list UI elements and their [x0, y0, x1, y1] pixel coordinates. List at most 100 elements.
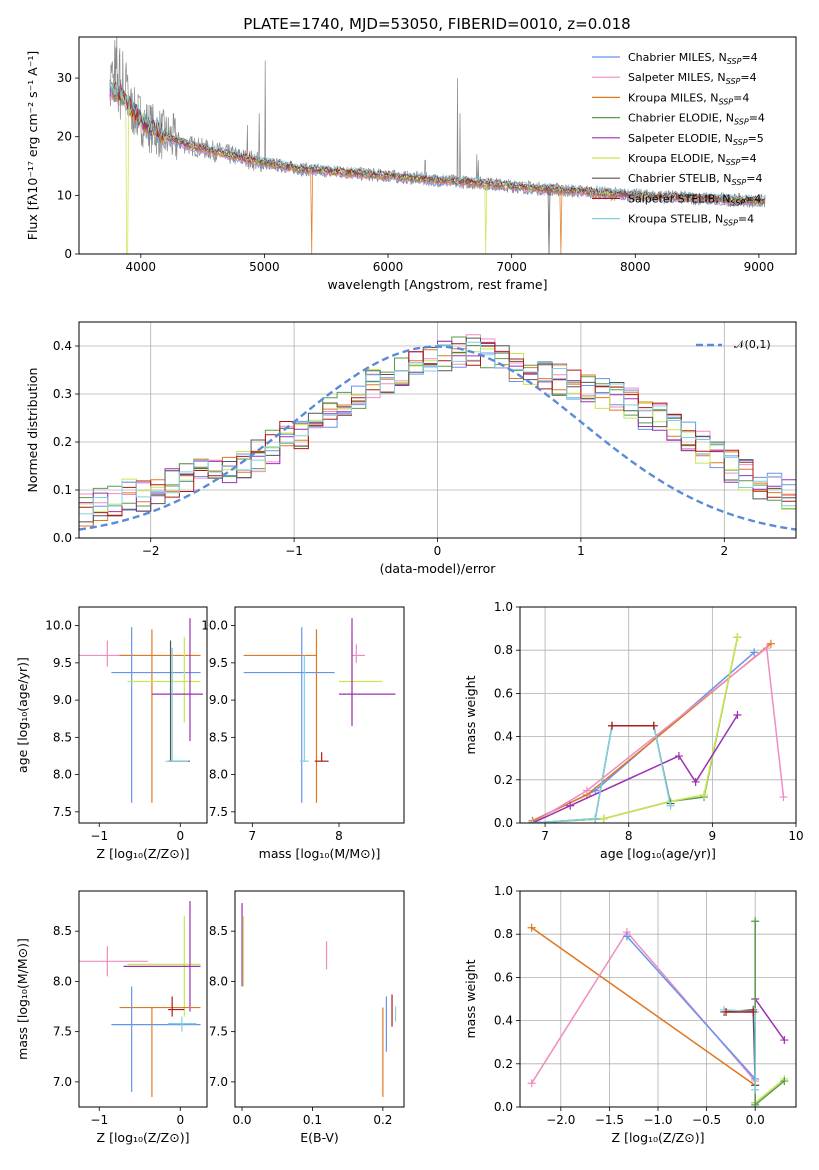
y-tick-label: 0.2: [53, 435, 72, 449]
x-axis-label: Z [log₁₀(Z/Z⊙)]: [97, 1130, 190, 1145]
x-tick-label: 10: [788, 829, 803, 843]
x-axis-label: Z [log₁₀(Z/Z⊙)]: [97, 846, 190, 861]
data-residuals: [79, 334, 796, 531]
y-tick-label: 8.0: [53, 974, 72, 988]
legend-sub: SSP: [723, 219, 738, 228]
mass-weight-series: [531, 927, 756, 1087]
mass-weight-point: [608, 721, 616, 730]
legend-tail: =4: [746, 172, 762, 185]
mass-weight-point: [749, 1007, 758, 1016]
figure-title: PLATE=1740, MJD=53050, FIBERID=0010, z=0…: [243, 15, 630, 33]
mass-weight-point: [527, 923, 536, 932]
data-spectrum: [109, 37, 766, 254]
y-tick-label: 0.0: [494, 816, 513, 830]
axes-frame: [519, 606, 797, 824]
mass-weight-point: [622, 932, 631, 941]
axes-frame: [78, 321, 797, 539]
mass-weight-series: [532, 646, 785, 823]
legend-entry: Salpeter STELIB, NSSP=4: [628, 192, 761, 207]
panel-mass_weight_vs_age: [516, 606, 797, 827]
y-tick-label: 7.5: [53, 1025, 72, 1039]
x-tick-label: 7: [541, 829, 549, 843]
y-tick-label: 10.0: [45, 619, 72, 633]
legend-entry: Kroupa STELIB, NSSP=4: [628, 213, 754, 228]
data-mass_weight_vs_Z: [527, 917, 789, 1107]
y-tick-label: 0: [64, 247, 72, 261]
mass-weight-point: [733, 633, 742, 642]
mass-weight-point: [750, 648, 759, 657]
x-tick-label: 2: [720, 544, 728, 558]
x-tick-label: 5000: [249, 260, 280, 274]
legend-sub: SSP: [734, 118, 749, 127]
y-tick-label: 8.0: [209, 768, 228, 782]
legend-label: Salpeter STELIB, N: [628, 192, 730, 205]
data-mass_vs_Z: [79, 901, 201, 1097]
residual-histogram: [79, 345, 796, 527]
y-axis-label: age [log₁₀(age/yr)]: [15, 657, 30, 773]
panel-mass_vs_Z: [75, 890, 208, 1111]
legend-tail: =4: [749, 112, 765, 125]
y-axis-label: mass weight: [463, 675, 478, 754]
x-tick-label: −2.0: [546, 1113, 575, 1127]
model-spectrum: [109, 82, 765, 254]
y-tick-label: 8.5: [53, 924, 72, 938]
x-tick-label: 9: [709, 829, 717, 843]
y-tick-label: 30: [57, 71, 72, 85]
y-tick-label: 0.1: [53, 483, 72, 497]
x-axis-label: age [log₁₀(age/yr)]: [600, 846, 716, 861]
y-tick-label: 8.5: [209, 924, 228, 938]
mass-weight-point: [766, 639, 775, 648]
y-tick-label: 20: [57, 130, 72, 144]
residual-histogram: [79, 340, 796, 514]
y-tick-label: 0.4: [494, 730, 513, 744]
mass-weight-point: [566, 801, 575, 810]
mass-weight-point: [751, 1100, 760, 1107]
axes-frame: [78, 606, 208, 824]
y-tick-label: 7.5: [209, 805, 228, 819]
x-tick-label: 7000: [496, 260, 527, 274]
residual-histogram: [79, 345, 796, 527]
y-tick-label: 7.0: [209, 1075, 228, 1089]
mass-weight-point: [751, 917, 760, 926]
x-tick-label: 8000: [620, 260, 651, 274]
x-tick-label: 1: [577, 544, 585, 558]
y-tick-label: 9.0: [209, 693, 228, 707]
legend-sub: SSP: [727, 57, 742, 66]
panel-age_vs_Z: [75, 606, 208, 827]
mass-weight-point: [527, 1079, 536, 1088]
y-tick-label: 0.4: [53, 339, 72, 353]
x-tick-label: −1: [90, 829, 108, 843]
normal-reference-curve: [79, 345, 796, 531]
y-tick-label: 0.8: [494, 643, 513, 657]
y-tick-label: 0.8: [494, 927, 513, 941]
x-tick-label: 6000: [373, 260, 404, 274]
data-mass_vs_EBV: [241, 903, 397, 1097]
x-tick-label: −1: [90, 1113, 108, 1127]
y-tick-label: 0.6: [494, 970, 513, 984]
legend-tail: =4: [740, 152, 756, 165]
legend-label: Salpeter ELODIE, N: [628, 132, 733, 145]
x-tick-label: 0.0: [746, 1113, 765, 1127]
model-spectrum: [109, 80, 765, 201]
x-axis-label: (data-model)/error: [380, 561, 497, 576]
y-tick-label: 8.0: [53, 768, 72, 782]
legend-label: Chabrier ELODIE, N: [628, 112, 734, 125]
legend-sub: SSP: [726, 158, 741, 167]
mass-weight-series: [532, 643, 772, 822]
legend-tail: =4: [738, 213, 754, 226]
y-tick-label: 0.3: [53, 387, 72, 401]
legend-sub: SSP: [726, 77, 741, 86]
y-axis-label: Flux [fλ10⁻¹⁷ erg cm⁻² s⁻¹ A⁻¹]: [25, 51, 40, 240]
y-tick-label: 9.0: [53, 693, 72, 707]
y-tick-label: 0.6: [494, 686, 513, 700]
legend-entry: Kroupa MILES, NSSP=4: [628, 91, 749, 106]
residual-histogram: [79, 336, 796, 510]
legend-tail: =4: [733, 91, 749, 104]
y-tick-label: 10.0: [201, 619, 228, 633]
x-tick-label: −1.0: [643, 1113, 672, 1127]
y-axis-label: Normed distribution: [25, 368, 40, 493]
x-tick-label: 0: [176, 829, 184, 843]
panel-mass_weight_vs_Z: [516, 890, 797, 1111]
